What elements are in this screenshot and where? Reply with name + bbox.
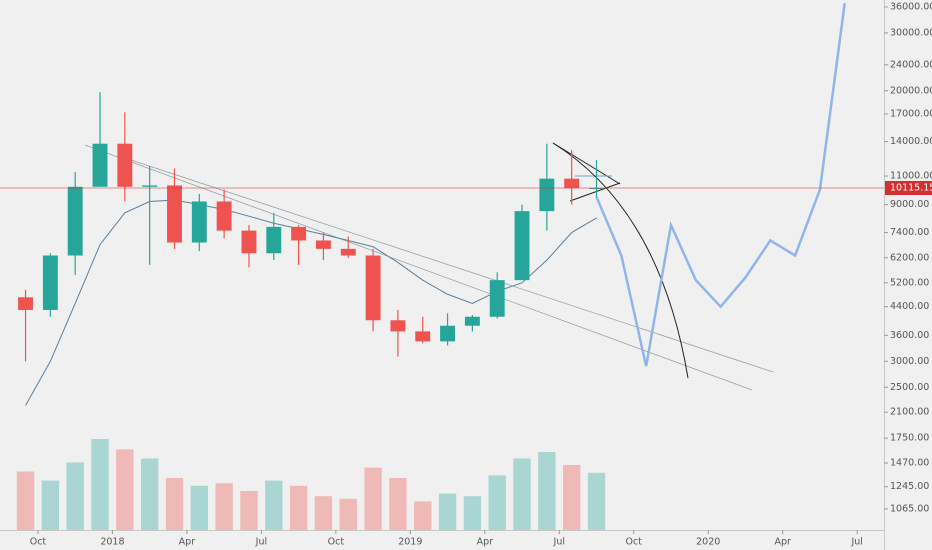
candle-body [464, 316, 480, 326]
x-tick-label: Jul [255, 537, 267, 548]
volume-bar [66, 462, 84, 530]
volume-bar [364, 467, 382, 530]
candle-body [216, 201, 232, 231]
y-tick-label: 7400.00 [890, 227, 929, 238]
y-tick-label: 1470.00 [890, 458, 929, 469]
x-tick-label: Oct [30, 537, 47, 548]
candle-body [18, 297, 33, 310]
y-tick-label: 5200.00 [890, 277, 929, 288]
volume-bar [289, 485, 308, 530]
y-tick-label: 1065.00 [890, 503, 929, 514]
y-tick-label: 2100.00 [890, 407, 929, 418]
candle-body [167, 185, 182, 243]
candle-body [266, 226, 282, 254]
candle-body [142, 185, 158, 187]
candle-body [191, 201, 207, 243]
y-tick-label: 36000.00 [890, 1, 932, 12]
y-tick-label: 4400.00 [890, 301, 929, 312]
volume-bar [215, 483, 233, 530]
volume-bar [91, 439, 109, 530]
candle-body [514, 211, 530, 281]
y-tick-label: 24000.00 [890, 59, 932, 70]
volume-bar [389, 478, 407, 530]
y-tick-label: 3600.00 [890, 330, 929, 341]
x-tick-label: Jul [553, 537, 565, 548]
candle-body [92, 143, 108, 187]
y-tick-label: 11000.00 [890, 171, 932, 182]
volume-bar [513, 458, 531, 530]
volume-bar [414, 501, 432, 530]
volume-bar [587, 472, 606, 530]
y-tick-label: 9000.00 [890, 199, 929, 210]
last-price-box [885, 180, 932, 195]
volume-bar [339, 498, 357, 530]
x-tick-label: Oct [626, 537, 643, 548]
x-tick-label: 2019 [398, 537, 422, 548]
candle-body [315, 240, 331, 249]
trend-line [124, 157, 774, 373]
volume-bar [562, 465, 581, 530]
volume-bar [16, 471, 35, 530]
candle-body [539, 178, 555, 212]
candle-body [564, 178, 580, 189]
candle-body [241, 230, 257, 254]
volume-bar [314, 496, 333, 530]
volume-bar [538, 452, 556, 530]
candle-body [117, 143, 133, 187]
x-tick-label: Jul [850, 537, 862, 548]
y-tick-label: 14000.00 [890, 136, 932, 147]
candle-body [42, 255, 58, 310]
candle-body [489, 280, 505, 317]
last-price-label: 10115.15 [890, 182, 932, 193]
y-tick-label: 3000.00 [890, 356, 929, 367]
x-tick-label: Apr [774, 537, 791, 548]
y-tick-label: 20000.00 [890, 85, 932, 96]
x-tick-label: Oct [328, 537, 345, 548]
y-tick-label: 1750.00 [890, 433, 929, 444]
y-tick-label: 6200.00 [890, 252, 929, 263]
arc-drawing [552, 142, 689, 379]
volume-bar [116, 449, 134, 530]
plot-area [16, 2, 847, 530]
volume-bar [463, 496, 482, 530]
candle-body [390, 320, 406, 332]
candle-body [67, 186, 83, 256]
candle-body [589, 187, 604, 189]
candle-body [291, 226, 307, 241]
triangle-line [569, 182, 621, 202]
x-tick-label: 2018 [100, 537, 124, 548]
y-tick-label: 17000.00 [890, 108, 932, 119]
volume-bar [190, 485, 209, 530]
candle-body [365, 255, 381, 321]
volume-bar [265, 480, 283, 530]
volume-bar [488, 475, 506, 530]
x-tick-label: Apr [179, 537, 196, 548]
trend-line [84, 144, 753, 391]
x-tick-label: 2020 [696, 537, 720, 548]
candle-body [415, 331, 431, 342]
volume-bar [165, 478, 184, 530]
candle-body [440, 325, 456, 342]
volume-bar [438, 493, 457, 530]
y-tick-label: 30000.00 [890, 27, 932, 38]
candle-body [340, 248, 356, 256]
volume-bar [240, 491, 258, 530]
y-tick-label: 2500.00 [890, 382, 929, 393]
x-tick-label: Apr [477, 537, 494, 548]
volume-bar [41, 480, 60, 530]
y-tick-label: 1245.00 [890, 481, 929, 492]
projection-line [595, 2, 847, 367]
volume-bar [140, 458, 159, 530]
